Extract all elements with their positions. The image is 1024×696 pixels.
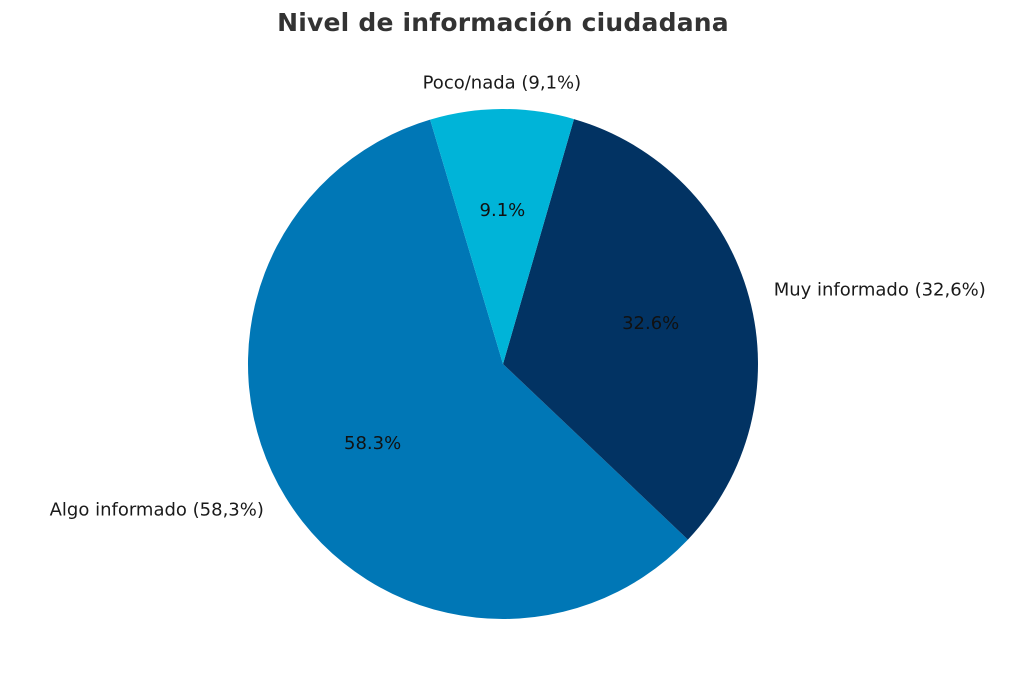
slice-label-poco-nada: Poco/nada (9,1%) xyxy=(423,73,582,94)
pie-labels: Algo informado (58,3%) 58.3% Muy informado… xyxy=(50,73,986,521)
slice-percent-algo-informado: 58.3% xyxy=(344,433,401,454)
slice-percent-poco-nada: 9.1% xyxy=(480,200,526,221)
pie-slice-algo-informado xyxy=(247,119,688,620)
pie-slice-poco-nada xyxy=(430,109,574,364)
slice-percent-muy-informado: 32.6% xyxy=(622,313,679,334)
slice-label-muy-informado: Muy informado (32,6%) xyxy=(774,280,986,301)
pie-slices xyxy=(247,109,758,620)
pie-slice-muy-informado xyxy=(503,119,758,540)
chart-title: Nivel de información ciudadana xyxy=(277,8,729,37)
slice-label-algo-informado: Algo informado (58,3%) xyxy=(50,500,264,521)
